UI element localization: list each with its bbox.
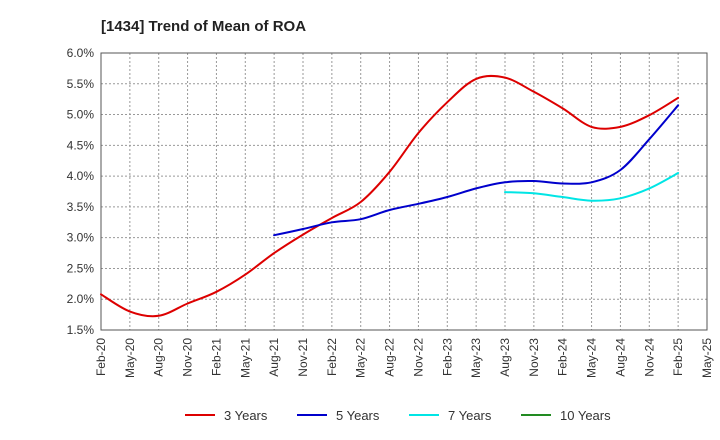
legend-label-7-years: 7 Years: [448, 408, 492, 423]
y-tick-label: 3.5%: [67, 200, 95, 214]
x-tick-label: Aug-23: [498, 338, 512, 377]
chart-title: [1434] Trend of Mean of ROA: [101, 18, 306, 35]
x-tick-label: Nov-21: [296, 338, 310, 377]
x-tick-label: Nov-22: [411, 338, 425, 377]
y-tick-label: 5.5%: [67, 77, 95, 91]
y-tick-label: 5.0%: [67, 108, 95, 122]
x-tick-label: May-23: [469, 338, 483, 378]
x-tick-label: Nov-24: [642, 338, 656, 377]
x-tick-label: May-20: [123, 338, 137, 378]
legend-label-10-years: 10 Years: [560, 408, 611, 423]
series-line-5-years: [273, 104, 680, 237]
x-tick-label: Nov-23: [527, 338, 541, 377]
y-tick-label: 3.0%: [67, 231, 95, 245]
y-tick-label: 4.5%: [67, 138, 95, 152]
y-tick-label: 4.0%: [67, 169, 95, 183]
x-tick-label: Aug-24: [613, 338, 627, 377]
y-tick-label: 1.5%: [67, 323, 95, 337]
x-tick-label: Nov-20: [181, 338, 195, 377]
x-tick-label: May-21: [238, 338, 252, 378]
x-tick-label: Aug-21: [267, 338, 281, 377]
series-layer: [100, 74, 680, 318]
x-tick-label: Aug-20: [152, 338, 166, 377]
y-tick-label: 6.0%: [67, 46, 95, 60]
x-tick-label: May-25: [700, 338, 714, 378]
x-tick-label: Feb-22: [325, 338, 339, 376]
x-tick-label: Feb-20: [94, 338, 108, 376]
y-tick-label: 2.0%: [67, 292, 95, 306]
series-line-3-years: [100, 74, 680, 318]
plot-area: [100, 52, 708, 331]
grid: [101, 53, 707, 330]
x-tick-label: May-24: [585, 338, 599, 378]
x-axis: Feb-20 May-20 Aug-20 Nov-20 Feb-21 May-21 Aug-…: [94, 338, 714, 378]
x-tick-label: Aug-22: [383, 338, 397, 377]
x-tick-label: Feb-24: [556, 338, 570, 376]
x-tick-label: May-22: [354, 338, 368, 378]
y-axis: 1.5% 2.0% 2.5% 3.0% 3.5% 4.0% 4.5% 5.0% 5.5% 6.0%: [67, 46, 95, 337]
legend-label-3-years: 3 Years: [224, 408, 268, 423]
x-tick-label: Feb-25: [671, 338, 685, 376]
x-tick-label: Feb-21: [209, 338, 223, 376]
legend: 3 Years 5 Years 7 Years 10 Years: [185, 408, 611, 423]
y-tick-label: 2.5%: [67, 261, 95, 275]
x-tick-label: Feb-23: [440, 338, 454, 376]
series-line-7-years: [504, 172, 680, 202]
legend-label-5-years: 5 Years: [336, 408, 380, 423]
